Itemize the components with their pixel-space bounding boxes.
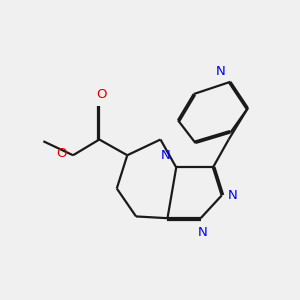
Text: N: N bbox=[161, 149, 171, 162]
Text: N: N bbox=[215, 65, 225, 78]
Text: O: O bbox=[96, 88, 106, 101]
Text: N: N bbox=[228, 189, 238, 202]
Text: N: N bbox=[198, 226, 207, 239]
Text: O: O bbox=[56, 147, 67, 160]
